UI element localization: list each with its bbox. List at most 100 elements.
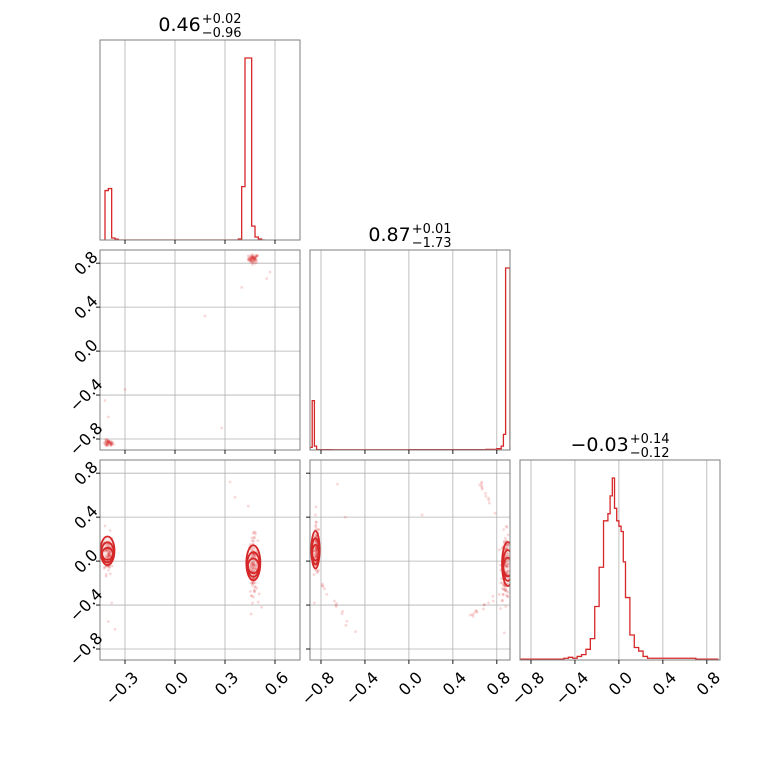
sample-point <box>502 631 506 635</box>
sample-point <box>251 564 255 568</box>
sample-point <box>257 592 261 596</box>
titles-layer: 0.46 +0.02−0.960.87 +0.01−1.73−0.03 +0.14−0… <box>158 12 669 461</box>
sample-point <box>250 539 254 543</box>
sample-point <box>106 439 110 443</box>
y-tick-label: 0.0 <box>70 335 101 366</box>
panel-title-2: −0.03 +0.14−0.12 <box>571 432 670 461</box>
sample-point <box>251 581 255 585</box>
sample-point <box>251 260 255 264</box>
frames-layer <box>99 39 721 661</box>
sample-point <box>108 565 111 569</box>
sample-point <box>249 256 253 260</box>
sample-point <box>108 529 112 532</box>
sample-point <box>251 566 255 570</box>
sample-point <box>108 550 112 553</box>
sample-point <box>314 554 318 558</box>
title-value: 0.46 <box>158 14 200 36</box>
sample-point <box>251 255 254 258</box>
sample-point <box>504 563 508 567</box>
sample-point <box>109 441 113 445</box>
sample-point <box>107 439 110 443</box>
sample-point <box>256 254 259 258</box>
sample-point <box>491 594 495 598</box>
sample-point <box>251 552 255 556</box>
title-value: −0.03 <box>571 434 629 456</box>
sample-point <box>480 487 484 491</box>
sample-point <box>108 552 112 556</box>
sample-point <box>252 259 256 263</box>
sample-point <box>504 570 508 574</box>
sample-point <box>484 494 488 498</box>
sample-point <box>254 567 258 571</box>
sample-point <box>108 572 112 576</box>
sample-point <box>250 581 253 585</box>
sample-point <box>506 558 510 562</box>
sample-point <box>113 627 117 631</box>
sample-point <box>108 555 112 558</box>
panel-title-1: 0.87 +0.01−1.73 <box>368 222 451 251</box>
sample-point <box>500 599 504 603</box>
sample-point <box>507 543 510 547</box>
sample-point <box>252 546 256 550</box>
contour-level <box>247 557 260 575</box>
sample-point <box>111 441 115 445</box>
sample-point <box>314 505 318 509</box>
sample-point <box>107 441 110 445</box>
sample-point <box>105 438 108 442</box>
sample-point <box>103 565 107 569</box>
sample-point <box>228 480 232 484</box>
sample-point <box>109 440 113 444</box>
sample-point <box>314 549 318 552</box>
sample-point <box>251 255 254 259</box>
sample-point <box>314 553 318 556</box>
sample-point <box>252 569 256 573</box>
sample-point <box>487 601 490 605</box>
sample-point <box>251 258 255 262</box>
sample-point <box>503 540 506 544</box>
sample-point <box>106 440 110 444</box>
sample-point <box>506 595 509 599</box>
sample-point <box>110 564 114 568</box>
sample-point <box>109 439 112 443</box>
sample-point <box>106 553 110 557</box>
sample-point <box>503 564 507 568</box>
sample-point <box>255 587 259 590</box>
sample-point <box>106 442 110 446</box>
sample-point <box>107 439 111 443</box>
sample-point <box>251 561 255 565</box>
sample-point <box>314 523 318 527</box>
sample-point <box>501 599 505 602</box>
sample-point <box>268 270 272 274</box>
sample-point <box>249 258 253 262</box>
sample-point <box>255 254 259 257</box>
sample-point <box>106 552 110 556</box>
sample-point <box>255 254 259 257</box>
sample-point <box>251 252 254 256</box>
sample-point <box>506 594 510 598</box>
sample-point <box>504 554 508 557</box>
sample-point <box>506 562 510 566</box>
sample-point <box>506 572 509 576</box>
sample-point <box>251 259 255 263</box>
sample-point <box>252 257 256 260</box>
sample-point <box>480 486 484 489</box>
sample-point <box>252 562 256 566</box>
sample-point <box>501 593 505 597</box>
sample-point <box>504 564 508 568</box>
sample-point <box>501 587 504 590</box>
sample-point <box>251 263 254 266</box>
x-tick-label: −0.4 <box>341 668 382 709</box>
sample-point <box>255 259 259 262</box>
sample-point <box>253 536 257 540</box>
sample-point <box>102 566 106 570</box>
contour-level <box>101 546 114 561</box>
sample-point <box>320 582 324 586</box>
sample-point <box>249 259 253 262</box>
sample-point <box>253 258 257 261</box>
sample-point <box>254 261 258 265</box>
sample-point <box>332 599 336 603</box>
sample-point <box>468 613 472 617</box>
sample-point <box>220 426 224 430</box>
sample-point <box>254 256 258 259</box>
